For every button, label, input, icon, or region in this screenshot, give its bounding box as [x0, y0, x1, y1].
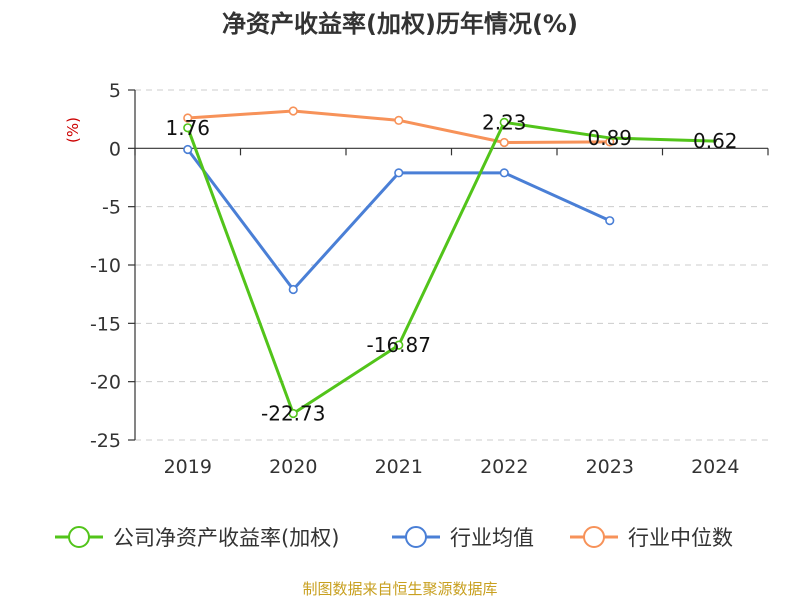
data-label: 1.76	[165, 116, 210, 140]
data-point	[183, 123, 193, 133]
grid-lines	[135, 89, 768, 441]
x-tick-label: 2021	[375, 456, 423, 478]
data-label: 0.89	[587, 126, 632, 150]
x-tick-label: 2020	[269, 456, 317, 478]
legend-item[interactable]: 公司净资产收益率(加权)	[55, 526, 339, 550]
data-label: 0.62	[693, 129, 738, 153]
legend: 公司净资产收益率(加权) 行业均值 行业中位数	[55, 526, 733, 550]
data-label: 2.23	[482, 110, 527, 134]
data-point	[499, 168, 509, 178]
x-tick-label: 2023	[586, 456, 634, 478]
data-point	[394, 340, 404, 350]
data-label: -22.73	[261, 402, 325, 426]
data-point	[499, 117, 509, 127]
data-labels: 1.76 -22.73 -16.87 2.23 0.89 0.62	[165, 110, 737, 425]
legend-label: 行业中位数	[628, 526, 733, 550]
legend-item[interactable]: 行业均值	[392, 526, 534, 550]
y-tick-label: -10	[90, 255, 121, 277]
legend-item[interactable]: 行业中位数	[570, 526, 733, 550]
data-point	[183, 144, 193, 155]
legend-swatch-marker	[583, 526, 605, 548]
series-line	[186, 109, 612, 144]
series-lines	[183, 106, 717, 419]
legend-swatch-marker	[68, 526, 90, 548]
x-tick-label: 2019	[164, 456, 212, 478]
data-point	[394, 168, 404, 178]
y-tick-label: -5	[102, 197, 121, 219]
data-point	[605, 216, 615, 226]
data-point	[288, 106, 298, 116]
x-tick-label: 2024	[691, 456, 739, 478]
y-tick-label: -25	[90, 430, 121, 452]
data-point	[183, 113, 193, 123]
data-point	[288, 284, 298, 295]
legend-swatch-marker	[405, 526, 427, 548]
y-tick-label: -20	[90, 372, 121, 394]
source-note: 制图数据来自恒生聚源数据库	[302, 580, 497, 598]
y-axis-unit-label: (%)	[64, 117, 82, 143]
legend-label: 行业均值	[450, 526, 534, 550]
data-point	[394, 115, 404, 125]
series-line	[186, 120, 717, 416]
axes: 5 0 -5 -10 -15 -20 -25 2019 2020 2021 2022 2023 2024	[90, 80, 769, 478]
legend-label: 公司净资产收益率(加权)	[113, 526, 339, 550]
data-point	[288, 408, 298, 419]
y-tick-label: 0	[109, 138, 121, 160]
data-label: -16.87	[367, 333, 431, 357]
x-tick-label: 2022	[480, 456, 528, 478]
y-tick-label: -15	[90, 313, 121, 335]
data-point	[499, 137, 509, 148]
chart-title: 净资产收益率(加权)历年情况(%)	[222, 10, 578, 38]
y-tick-label: 5	[109, 80, 121, 102]
